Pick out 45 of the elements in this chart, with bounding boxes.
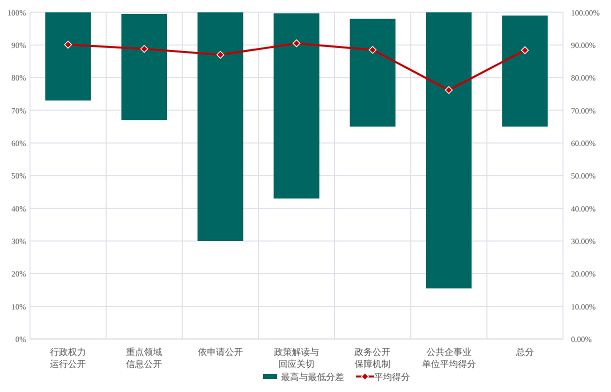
point	[140, 44, 148, 53]
y-tick-label: 20%	[11, 270, 26, 279]
y2-tick-label: 50.00%	[571, 172, 596, 181]
y-tick-label: 90%	[11, 40, 26, 50]
x-tick-label: 重点领域信息公开	[126, 347, 162, 369]
y2-tick-label: 100.00%	[571, 8, 600, 18]
bar	[502, 16, 548, 127]
bar	[274, 13, 320, 199]
point	[216, 50, 224, 59]
y2-tick-label: 70.00%	[571, 106, 596, 116]
y-tick-label: 40%	[11, 204, 26, 214]
bar	[121, 14, 168, 120]
point	[521, 46, 529, 54]
y2-tick-label: 30.00%	[571, 236, 596, 246]
y-tick-label: 80%	[11, 74, 26, 83]
point	[64, 40, 72, 49]
y2-tick-label: 20.00%	[571, 270, 596, 279]
x-tick-label: 依申请公开	[198, 347, 243, 357]
y2-tick-label: 40.00%	[571, 204, 596, 214]
point	[444, 86, 453, 94]
y2-tick-label: 90.00%	[571, 40, 596, 50]
point	[368, 46, 377, 54]
bar	[198, 12, 244, 241]
y2-tick-label: 10.00%	[571, 302, 596, 312]
bar	[45, 12, 91, 101]
y-tick-label: 0%	[15, 335, 26, 344]
y-tick-label: 10%	[11, 302, 26, 312]
bar	[350, 18, 396, 127]
x-tick-label: 公共企事业单位平均得分	[422, 347, 476, 369]
y-tick-label: 100%	[7, 8, 26, 18]
point	[292, 39, 300, 48]
y-tick-label: 30%	[11, 236, 26, 246]
x-tick-label: 总分	[514, 347, 534, 357]
legend-label: 平均得分	[374, 372, 410, 382]
y2-tick-label: 0.00%	[571, 335, 592, 344]
x-tick-label: 政策解读与回应关切	[274, 347, 319, 369]
y2-tick-label: 60.00%	[571, 138, 596, 148]
legend-label: 最高与最低分差	[281, 372, 344, 382]
y2-tick-label: 80.00%	[571, 74, 596, 83]
y-tick-label: 50%	[11, 172, 26, 181]
y-tick-label: 60%	[11, 138, 26, 148]
y-tick-label: 70%	[11, 106, 26, 116]
x-tick-label: 行政权力运行公开	[50, 347, 86, 369]
bar	[426, 12, 472, 288]
x-tick-label: 政务公开保障机制	[354, 347, 391, 369]
